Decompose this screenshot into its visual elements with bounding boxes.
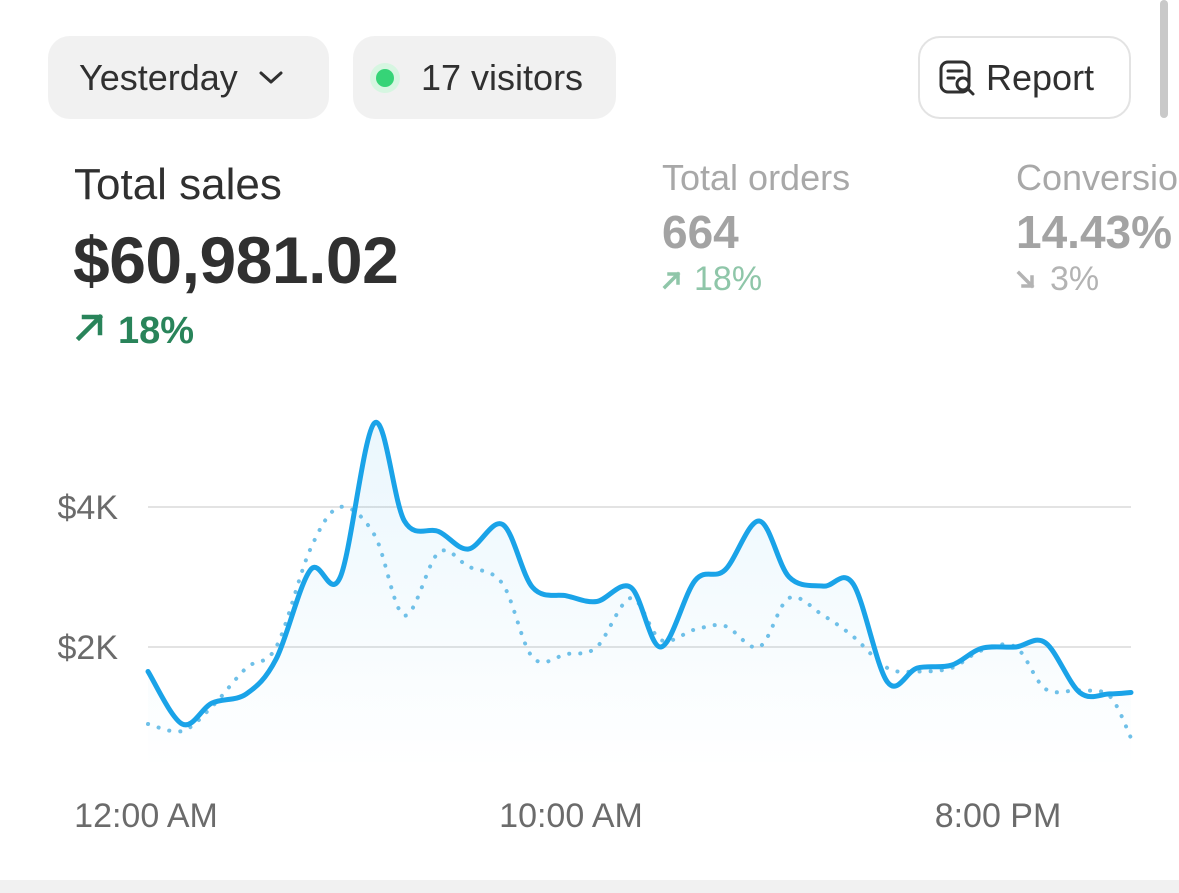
total-orders-change: 18% [662, 260, 762, 299]
x-tick-label: 12:00 AM [74, 797, 218, 835]
scrollbar-thumb[interactable] [1160, 0, 1168, 118]
date-range-dropdown[interactable]: Yesterday [48, 36, 329, 119]
x-tick-label: 8:00 PM [935, 797, 1062, 835]
total-orders-value: 664 [662, 206, 739, 258]
arrow-up-right-icon [74, 310, 106, 353]
x-tick-label: 10:00 AM [499, 797, 643, 835]
conversion-label: Conversion [1016, 157, 1179, 198]
conversion-value: 14.43% [1016, 206, 1173, 258]
report-button[interactable]: Report [918, 36, 1131, 119]
arrow-up-right-icon [662, 260, 682, 299]
total-sales-value: $60,981.02 [73, 223, 399, 297]
live-status-dot-icon [376, 68, 394, 87]
y-tick-label: $2K [58, 629, 119, 667]
total-orders-label: Total orders [662, 157, 851, 198]
y-tick-label: $4K [58, 489, 119, 527]
total-sales-label: Total sales [74, 160, 282, 209]
arrow-down-right-icon [1016, 260, 1036, 299]
report-search-icon [938, 59, 976, 97]
total-sales-change-value: 18% [118, 310, 195, 352]
bottom-divider [0, 880, 1179, 893]
conversion-change: 3% [1016, 260, 1099, 299]
total-sales-change: 18% [74, 310, 194, 353]
live-visitors-badge[interactable]: 17 visitors [353, 36, 616, 119]
visitors-count: 17 visitors [421, 56, 584, 98]
chevron-down-icon [258, 70, 284, 86]
total-orders-change-value: 18% [694, 260, 763, 298]
conversion-change-value: 3% [1050, 260, 1100, 298]
series-line-current[interactable] [145, 420, 1134, 728]
report-label: Report [986, 56, 1095, 98]
date-range-label: Yesterday [79, 56, 238, 98]
